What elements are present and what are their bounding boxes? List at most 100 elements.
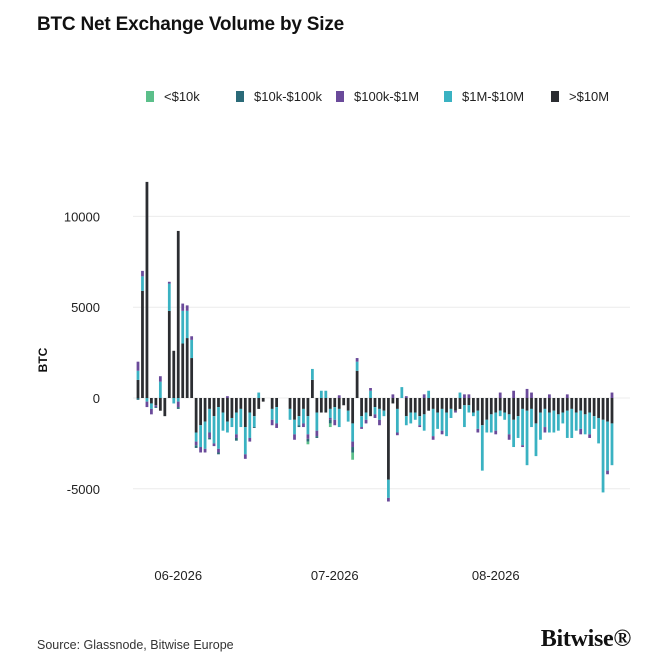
bar-segment: [413, 412, 417, 420]
bar-segment: [297, 416, 301, 426]
bar-segment: [476, 428, 480, 433]
bar-segment: [194, 432, 198, 442]
bar-segment: [534, 423, 538, 457]
bar-segment: [606, 421, 609, 471]
chart-area: 10000 5000 0 -5000 06-2026 07-2026 08-2026 BTC: [36, 181, 630, 583]
bar-segment: [176, 407, 180, 409]
bar-segment: [552, 410, 556, 433]
bar-segment: [324, 398, 328, 413]
bar-segment: [185, 338, 189, 398]
bar-segment: [306, 441, 310, 445]
bar-segment: [548, 394, 551, 398]
bar-segment: [369, 390, 372, 398]
bar-segment: [574, 412, 578, 431]
bar-segment: [275, 398, 279, 408]
bar-segment: [306, 398, 310, 417]
bar-segment: [270, 398, 274, 409]
bar-segment: [163, 398, 167, 417]
bar-segment: [445, 412, 448, 437]
bar-segment: [395, 432, 399, 436]
bar-segment: [574, 398, 578, 413]
bar-segment: [431, 436, 435, 440]
bar-segment: [422, 394, 426, 398]
bar-segment: [297, 398, 301, 417]
bar-segment: [579, 428, 583, 435]
bar-segment: [293, 419, 296, 435]
bar-segment: [552, 398, 556, 411]
bar-segment: [373, 414, 377, 418]
legend-swatch-lt10k: [146, 90, 154, 102]
bar-segment: [548, 412, 551, 433]
legend-item-1m-10m[interactable]: $1M-$10M: [444, 86, 524, 106]
grid-lines: [133, 215, 630, 490]
bar-segment: [154, 407, 158, 408]
bar-segment: [167, 310, 171, 398]
legend-label-lt10k: <$10k: [164, 88, 200, 104]
bar-segment: [404, 396, 408, 398]
bar-segment: [257, 392, 261, 398]
bar-segment: [570, 398, 574, 409]
bar-segment: [440, 398, 444, 409]
bar-segment: [158, 376, 162, 382]
bar-segment: [199, 425, 202, 448]
bar-segment: [141, 270, 144, 277]
bar-segment: [467, 394, 471, 398]
bar-segment: [507, 398, 511, 415]
bar-segment: [221, 398, 225, 413]
legend-label-1m-10m: $1M-$10M: [462, 88, 525, 104]
bar-segment: [190, 336, 194, 340]
bar-segment: [534, 398, 538, 424]
bitwise-logo-text: Bitwise: [540, 626, 614, 652]
bar-segment: [252, 416, 256, 428]
bar-segment: [351, 398, 355, 424]
bar-segment: [351, 447, 355, 453]
bar-layer: [136, 181, 614, 502]
bar-segment: [369, 388, 372, 391]
bar-segment: [136, 361, 140, 371]
bar-segment: [203, 448, 207, 453]
bar-segment: [592, 416, 596, 429]
bar-segment: [212, 443, 216, 447]
bar-segment: [498, 392, 502, 398]
bar-segment: [293, 434, 296, 440]
bar-segment: [158, 398, 162, 411]
bar-segment: [319, 390, 323, 398]
bar-segment: [360, 398, 363, 417]
bar-segment: [243, 398, 247, 428]
bar-segment: [346, 410, 350, 422]
bar-segment: [306, 434, 310, 439]
bar-segment: [543, 408, 547, 428]
bar-segment: [494, 412, 498, 431]
bar-segment: [395, 398, 399, 409]
bar-segment: [413, 398, 417, 413]
bar-segment: [306, 416, 310, 435]
legend-item-10k-100k[interactable]: $10k-$100k: [236, 86, 322, 106]
bar-segment: [588, 398, 592, 413]
y-tick-label: 5000: [71, 300, 100, 315]
bar-segment: [597, 398, 600, 418]
bar-segment: [498, 410, 502, 417]
bar-segment: [234, 398, 238, 413]
bar-segment: [141, 276, 144, 291]
legend-item-lt10k[interactable]: <$10k: [146, 86, 200, 106]
bar-segment: [315, 430, 319, 437]
bar-segment: [315, 436, 319, 438]
bar-segment: [449, 408, 453, 418]
bar-segment: [418, 398, 422, 417]
bar-segment: [409, 412, 413, 424]
legend-swatch-gt10m: [551, 90, 559, 102]
bar-segment: [306, 438, 310, 442]
bar-segment: [275, 407, 279, 424]
legend-item-gt10m[interactable]: >$10M: [551, 86, 609, 106]
bar-segment: [364, 419, 368, 424]
bar-segment: [243, 427, 247, 455]
bar-segment: [606, 398, 609, 422]
bar-segment: [150, 408, 153, 415]
bar-segment: [248, 437, 252, 442]
bar-segment: [208, 408, 211, 433]
bar-segment: [588, 412, 592, 435]
bar-segment: [387, 398, 390, 480]
bar-segment: [507, 434, 511, 440]
legend-item-100k-1m[interactable]: $100k-$1M: [336, 86, 419, 106]
bar-segment: [382, 398, 386, 411]
